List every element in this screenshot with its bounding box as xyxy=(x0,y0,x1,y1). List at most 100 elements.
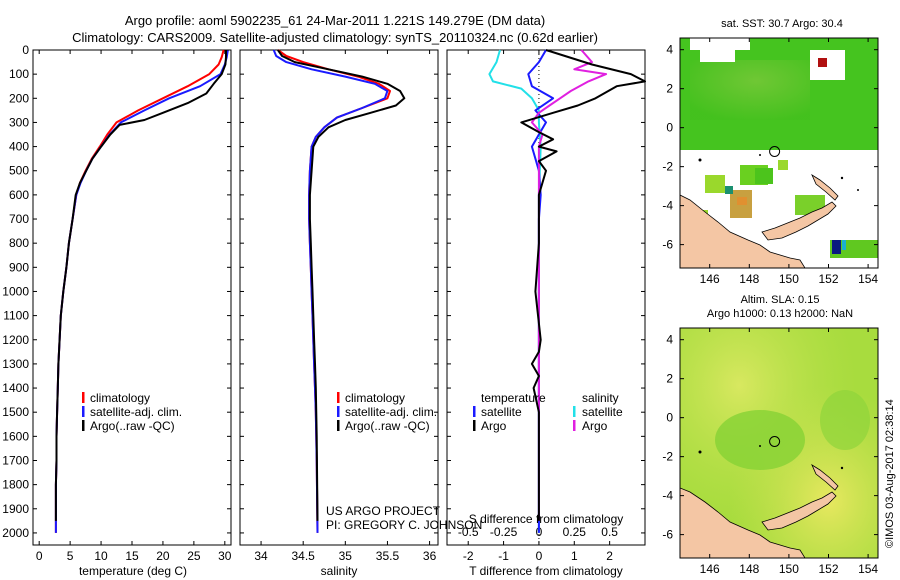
map-x-tick-label: 148 xyxy=(739,562,759,576)
temperature-x-axis: 0 5 10 15 20 25 30 xyxy=(36,50,232,563)
imos-watermark: ©IMOS 03-Aug-2017 02:38:14 xyxy=(884,399,896,548)
map-y-tick-label: -6 xyxy=(662,528,673,542)
x-tick-label: 35 xyxy=(339,549,353,563)
map-x-tick-label: 146 xyxy=(700,272,720,286)
x-tick-label: 25 xyxy=(187,549,201,563)
sst-argo-marker xyxy=(769,146,781,157)
map-x-tick-label: 152 xyxy=(818,272,838,286)
depth-tick-label: 100 xyxy=(9,67,29,81)
map-x-tick-label: 152 xyxy=(818,562,838,576)
s-diff-tick-label: -0.25 xyxy=(490,525,518,539)
title-line-1: Argo profile: aoml 5902235_61 24-Mar-201… xyxy=(125,13,545,28)
sst-coast-dot xyxy=(759,154,761,156)
series-argo-raw-qc xyxy=(54,50,227,521)
depth-tick-label: 1500 xyxy=(2,405,29,419)
legend-temperature-heading: temperature xyxy=(481,391,546,405)
depth-tick-label: 900 xyxy=(9,260,29,274)
depth-tick-label: 1300 xyxy=(2,357,29,371)
difference-series xyxy=(488,49,646,533)
temperature-panel: 0100200300400500600700800900100011001200… xyxy=(2,43,232,578)
salinity-plot-frame xyxy=(239,49,439,546)
depth-tick-label: 0 xyxy=(22,43,29,57)
s-diff-x-axis: -0.5 -0.25 0 0.25 0.5 xyxy=(458,525,618,539)
map-x-tick-label: 150 xyxy=(779,562,799,576)
sst-map-x-axis: 146 148 150 152 154 xyxy=(700,38,878,286)
legend-t-satellite-label: satellite xyxy=(481,405,522,419)
t-diff-x-axis: -2 -1 0 1 2 xyxy=(463,50,613,563)
depth-tick-label: 200 xyxy=(9,91,29,105)
legend-argo-swatch xyxy=(82,420,85,431)
temperature-series xyxy=(54,49,229,533)
depth-tick-label: 1700 xyxy=(2,453,29,467)
depth-tick-label: 1100 xyxy=(3,309,29,323)
map-y-tick-label: -6 xyxy=(662,238,673,252)
series-satellite-adj-clim xyxy=(272,49,389,533)
sst-no-data-right xyxy=(810,50,845,80)
t-diff-x-label: T difference from climatology xyxy=(469,564,623,578)
x-tick-label: 0 xyxy=(536,549,543,563)
legend-s-argo-label: Argo xyxy=(582,419,608,433)
x-tick-label: 1 xyxy=(571,549,578,563)
map-y-tick-label: -2 xyxy=(662,160,673,174)
sst-tile xyxy=(705,175,725,193)
salinity-legend: climatology satellite-adj. clim. Argo(..… xyxy=(337,391,437,433)
s-diff-tick-label: -0.5 xyxy=(458,525,479,539)
sla-land-new-ireland xyxy=(811,463,839,491)
sst-tile xyxy=(737,197,747,205)
sst-tile xyxy=(755,168,773,184)
depth-tick-label: 700 xyxy=(9,212,29,226)
x-tick-label: 2 xyxy=(606,549,613,563)
sla-land-png xyxy=(680,487,806,558)
series-argo-raw-qc xyxy=(277,49,406,521)
sla-map: Altim. SLA: 0.15 Argo h1000: 0.13 h2000:… xyxy=(662,294,879,576)
legend-climatology-label: climatology xyxy=(345,391,405,405)
sla-map-subtitle: Argo h1000: 0.13 h2000: NaN xyxy=(707,308,853,320)
map-y-tick-label: -2 xyxy=(662,450,673,464)
depth-tick-label: 1200 xyxy=(2,333,29,347)
map-y-tick-label: -4 xyxy=(662,199,673,213)
series-s-argo xyxy=(530,49,608,521)
x-tick-label: -2 xyxy=(463,549,474,563)
series-climatology xyxy=(54,49,225,533)
sla-map-y-axis: 4 2 0 -2 -4 -6 xyxy=(662,333,878,542)
s-diff-tick-label: 0.5 xyxy=(601,525,618,539)
sst-tile xyxy=(778,160,788,170)
map-y-tick-label: 2 xyxy=(666,82,673,96)
depth-tick-label: 1600 xyxy=(2,429,29,443)
x-tick-label: 10 xyxy=(94,549,108,563)
map-x-tick-label: 154 xyxy=(858,272,878,286)
sla-low-patch xyxy=(820,390,870,450)
sst-coast-dot xyxy=(698,158,702,162)
s-diff-tick-label: 0.25 xyxy=(563,525,587,539)
depth-axis: 0 100 200 300 400 500 600 700 800 900 1000 1100 1200… xyxy=(2,43,29,540)
sst-tile xyxy=(842,240,846,250)
x-tick-label: -1 xyxy=(498,549,509,563)
sst-tile xyxy=(832,240,841,254)
sst-map-frame xyxy=(679,37,879,269)
x-tick-label: 0 xyxy=(36,549,43,563)
legend-satellite-label: satellite-adj. clim. xyxy=(90,405,182,419)
legend-s-argo-swatch xyxy=(573,420,576,431)
sst-land-new-britain xyxy=(761,201,837,241)
legend-climatology-swatch xyxy=(82,392,85,403)
legend-satellite-swatch xyxy=(337,406,340,417)
map-x-tick-label: 146 xyxy=(700,562,720,576)
sla-map-title: Altim. SLA: 0.15 xyxy=(741,294,820,306)
series-climatology xyxy=(277,49,391,533)
depth-tick-label: 2000 xyxy=(2,526,29,540)
legend-satellite-label: satellite-adj. clim. xyxy=(345,405,437,419)
sla-land-new-britain xyxy=(761,491,837,531)
series-t-argo xyxy=(520,49,646,521)
sst-land-new-ireland xyxy=(811,173,839,201)
legend-argo-label: Argo(..raw -QC) xyxy=(90,419,175,433)
map-y-tick-label: 4 xyxy=(666,333,673,347)
project-label: US ARGO PROJECT xyxy=(326,504,441,518)
legend-t-satellite-swatch xyxy=(473,406,476,417)
legend-t-argo-label: Argo xyxy=(481,419,507,433)
temperature-x-label: temperature (deg C) xyxy=(79,564,187,578)
sst-tile xyxy=(725,186,733,194)
legend-s-satellite-swatch xyxy=(573,406,576,417)
pi-label: PI: GREGORY C. JOHNSON xyxy=(326,518,482,532)
depth-tick-label: 1900 xyxy=(2,502,29,516)
sst-no-data-top-2 xyxy=(700,50,735,62)
